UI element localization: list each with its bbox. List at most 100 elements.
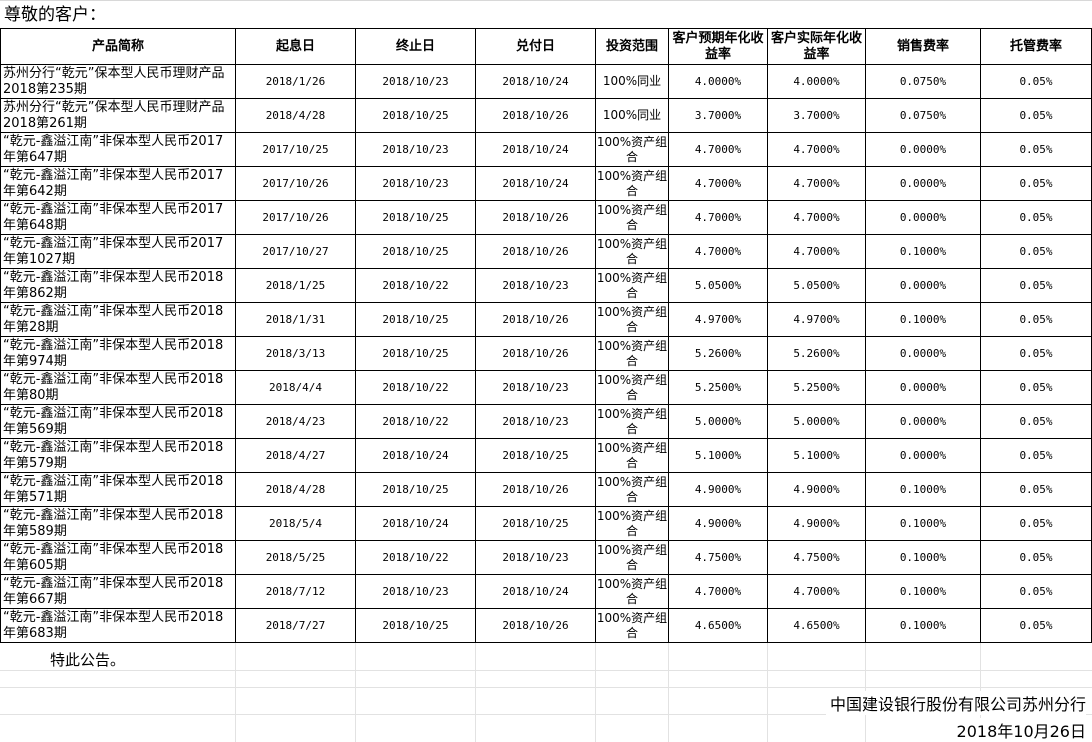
gridline — [595, 643, 596, 742]
cell-end-date: 2018/10/23 — [355, 574, 476, 609]
cell-start-date: 2018/4/28 — [235, 98, 356, 133]
gridline — [0, 670, 1092, 671]
cell-custody-fee: 0.05% — [980, 98, 1092, 133]
table-row: “乾元-鑫溢江南”非保本型人民币2018年第28期 2018/1/31 2018/1… — [0, 302, 1092, 337]
cell-start-date: 2018/1/25 — [235, 268, 356, 303]
table-row: 苏州分行“乾元”保本型人民币理财产品2018第261期 2018/4/28 2018… — [0, 98, 1092, 133]
cell-sales-fee: 0.1000% — [865, 574, 981, 609]
notice-text: 特此公告。 — [50, 651, 126, 669]
cell-end-date: 2018/10/25 — [355, 472, 476, 507]
gridline — [0, 687, 1092, 688]
cell-payment-date: 2018/10/26 — [475, 200, 596, 235]
cell-product-name: 苏州分行“乾元”保本型人民币理财产品2018第261期 — [0, 98, 236, 133]
table-row: “乾元-鑫溢江南”非保本型人民币2018年第605期 2018/5/25 2018/… — [0, 540, 1092, 575]
cell-end-date: 2018/10/25 — [355, 336, 476, 371]
cell-end-date: 2018/10/24 — [355, 438, 476, 473]
cell-investment-scope: 100%资产组合 — [595, 608, 669, 643]
cell-product-name: “乾元-鑫溢江南”非保本型人民币2017年第642期 — [0, 166, 236, 201]
cell-actual-yield: 4.0000% — [767, 64, 866, 99]
cell-investment-scope: 100%资产组合 — [595, 506, 669, 541]
cell-expected-yield: 5.0000% — [668, 404, 768, 439]
cell-end-date: 2018/10/22 — [355, 404, 476, 439]
cell-investment-scope: 100%资产组合 — [595, 166, 669, 201]
cell-sales-fee: 0.0000% — [865, 132, 981, 167]
cell-start-date: 2017/10/26 — [235, 200, 356, 235]
cell-investment-scope: 100%资产组合 — [595, 370, 669, 405]
table-row: “乾元-鑫溢江南”非保本型人民币2018年第974期 2018/3/13 2018/… — [0, 336, 1092, 371]
cell-product-name: 苏州分行“乾元”保本型人民币理财产品2018第235期 — [0, 64, 236, 99]
sheet-top-border — [0, 0, 1092, 1]
cell-product-name: “乾元-鑫溢江南”非保本型人民币2018年第589期 — [0, 506, 236, 541]
cell-expected-yield: 4.7000% — [668, 132, 768, 167]
table-row: “乾元-鑫溢江南”非保本型人民币2018年第569期 2018/4/23 2018/… — [0, 404, 1092, 439]
cell-actual-yield: 4.9700% — [767, 302, 866, 337]
cell-expected-yield: 4.7000% — [668, 200, 768, 235]
gridline — [668, 643, 669, 742]
header-product-name: 产品简称 — [0, 28, 236, 65]
cell-actual-yield: 4.9000% — [767, 506, 866, 541]
greeting: 尊敬的客户： — [4, 5, 106, 25]
cell-payment-date: 2018/10/25 — [475, 506, 596, 541]
cell-custody-fee: 0.05% — [980, 574, 1092, 609]
cell-expected-yield: 4.7500% — [668, 540, 768, 575]
cell-expected-yield: 4.7000% — [668, 574, 768, 609]
cell-sales-fee: 0.0000% — [865, 268, 981, 303]
table-row: “乾元-鑫溢江南”非保本型人民币2018年第571期 2018/4/28 2018/… — [0, 472, 1092, 507]
announcement-date: 2018年10月26日 — [952, 718, 1086, 742]
cell-start-date: 2018/5/25 — [235, 540, 356, 575]
footer: 特此公告。 中国建设银行股份有限公司苏州分行 2018年10月26日 — [0, 643, 1092, 742]
cell-start-date: 2018/7/27 — [235, 608, 356, 643]
cell-actual-yield: 4.7000% — [767, 132, 866, 167]
cell-custody-fee: 0.05% — [980, 540, 1092, 575]
cell-product-name: “乾元-鑫溢江南”非保本型人民币2018年第862期 — [0, 268, 236, 303]
cell-actual-yield: 5.2600% — [767, 336, 866, 371]
bank-name: 中国建设银行股份有限公司苏州分行 — [825, 691, 1086, 715]
cell-end-date: 2018/10/23 — [355, 64, 476, 99]
cell-sales-fee: 0.1000% — [865, 540, 981, 575]
gridline — [475, 643, 476, 742]
cell-payment-date: 2018/10/24 — [475, 132, 596, 167]
cell-custody-fee: 0.05% — [980, 506, 1092, 541]
table-row: “乾元-鑫溢江南”非保本型人民币2018年第80期 2018/4/4 2018/10… — [0, 370, 1092, 405]
cell-end-date: 2018/10/25 — [355, 200, 476, 235]
cell-expected-yield: 5.1000% — [668, 438, 768, 473]
cell-expected-yield: 4.9000% — [668, 506, 768, 541]
cell-end-date: 2018/10/22 — [355, 540, 476, 575]
cell-expected-yield: 4.7000% — [668, 234, 768, 269]
cell-payment-date: 2018/10/26 — [475, 336, 596, 371]
header-custody-fee: 托管费率 — [980, 28, 1092, 65]
cell-investment-scope: 100%资产组合 — [595, 438, 669, 473]
header-start-date: 起息日 — [235, 28, 356, 65]
product-table: 产品简称 起息日 终止日 兑付日 投资范围 客户预期年化收益率 客户实际年化收益… — [0, 28, 1092, 643]
cell-custody-fee: 0.05% — [980, 132, 1092, 167]
cell-custody-fee: 0.05% — [980, 472, 1092, 507]
cell-expected-yield: 4.9700% — [668, 302, 768, 337]
cell-sales-fee: 0.0000% — [865, 166, 981, 201]
cell-custody-fee: 0.05% — [980, 370, 1092, 405]
cell-actual-yield: 4.7000% — [767, 574, 866, 609]
cell-investment-scope: 100%资产组合 — [595, 268, 669, 303]
cell-start-date: 2018/4/28 — [235, 472, 356, 507]
cell-expected-yield: 4.7000% — [668, 166, 768, 201]
cell-actual-yield: 5.0500% — [767, 268, 866, 303]
cell-investment-scope: 100%资产组合 — [595, 200, 669, 235]
cell-product-name: “乾元-鑫溢江南”非保本型人民币2017年第648期 — [0, 200, 236, 235]
header-actual-yield: 客户实际年化收益率 — [767, 28, 866, 65]
gridline — [0, 714, 1092, 715]
cell-expected-yield: 4.0000% — [668, 64, 768, 99]
table-row: “乾元-鑫溢江南”非保本型人民币2018年第683期 2018/7/27 2018/… — [0, 608, 1092, 643]
cell-product-name: “乾元-鑫溢江南”非保本型人民币2017年第1027期 — [0, 234, 236, 269]
cell-start-date: 2018/3/13 — [235, 336, 356, 371]
cell-actual-yield: 5.2500% — [767, 370, 866, 405]
cell-sales-fee: 0.0000% — [865, 200, 981, 235]
header-sales-fee: 销售费率 — [865, 28, 981, 65]
cell-sales-fee: 0.0000% — [865, 438, 981, 473]
cell-actual-yield: 4.7000% — [767, 234, 866, 269]
table-row: “乾元-鑫溢江南”非保本型人民币2018年第589期 2018/5/4 2018/1… — [0, 506, 1092, 541]
cell-sales-fee: 0.1000% — [865, 608, 981, 643]
cell-end-date: 2018/10/25 — [355, 234, 476, 269]
cell-product-name: “乾元-鑫溢江南”非保本型人民币2018年第80期 — [0, 370, 236, 405]
cell-actual-yield: 5.1000% — [767, 438, 866, 473]
cell-start-date: 2018/4/23 — [235, 404, 356, 439]
cell-payment-date: 2018/10/23 — [475, 370, 596, 405]
